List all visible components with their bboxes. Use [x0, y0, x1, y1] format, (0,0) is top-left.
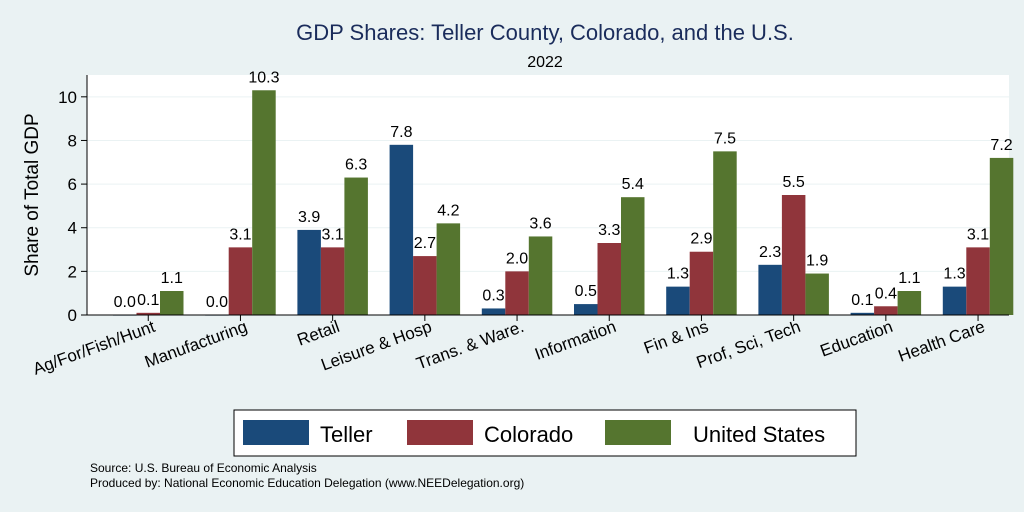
- y-tick-label: 4: [68, 219, 77, 238]
- data-label-colorado: 5.5: [783, 174, 805, 191]
- data-label-teller: 0.0: [206, 294, 228, 311]
- data-label-united-states: 7.2: [990, 137, 1012, 154]
- y-tick-label: 8: [68, 131, 77, 150]
- bars: [113, 90, 1014, 316]
- bar-united-states: [989, 157, 1014, 315]
- data-label-colorado: 2.9: [690, 231, 712, 248]
- bar-colorado: [136, 312, 160, 315]
- data-label-united-states: 3.6: [529, 215, 551, 232]
- data-label-colorado: 3.1: [322, 226, 344, 243]
- bar-teller: [758, 264, 782, 315]
- data-label-united-states: 1.1: [161, 270, 183, 287]
- data-label-colorado: 3.3: [598, 222, 620, 239]
- y-tick-label: 6: [68, 175, 77, 194]
- bar-teller: [942, 286, 967, 315]
- bar-teller: [574, 304, 598, 315]
- data-label-teller: 0.5: [575, 283, 597, 300]
- bar-teller: [389, 144, 414, 315]
- bar-colorado: [413, 256, 437, 315]
- y-tick-label: 2: [68, 262, 77, 281]
- data-labels: 0.0 0.0 3.9 7.8 0.3 0.5 1.3 2.3 0.1 1.3 0.1 3.1 3.1 2…: [114, 69, 1013, 311]
- bar-colorado: [320, 247, 345, 315]
- bar-united-states: [344, 177, 368, 315]
- bar-united-states: [897, 291, 922, 315]
- chart-subtitle: 2022: [527, 54, 563, 71]
- bar-teller: [481, 308, 506, 315]
- source-note: Source: U.S. Bureau of Economic Analysis: [90, 461, 317, 475]
- legend-label-colorado: Colorado: [484, 422, 573, 447]
- bar-teller: [297, 229, 321, 315]
- bar-colorado: [597, 243, 621, 315]
- x-category-label: Ag/For/Fish/Hunt: [30, 317, 157, 379]
- legend-swatch-colorado: [407, 420, 473, 445]
- legend-swatch-united-states: [605, 420, 671, 445]
- produced-by-note: Produced by: National Economic Education…: [90, 476, 524, 490]
- bar-teller: [850, 312, 875, 315]
- chart-title: GDP Shares: Teller County, Colorado, and…: [296, 20, 794, 45]
- legend-box: [233, 409, 857, 457]
- data-label-teller: 0.0: [114, 294, 136, 311]
- data-label-teller: 7.8: [390, 124, 412, 141]
- data-label-united-states: 5.4: [622, 176, 644, 193]
- bar-united-states: [528, 236, 553, 315]
- x-category-label: Health Care: [896, 317, 988, 366]
- data-label-united-states: 10.3: [248, 69, 279, 86]
- x-category-label: Education: [818, 317, 896, 361]
- bar-colorado: [874, 306, 898, 315]
- data-label-united-states: 4.2: [437, 202, 459, 219]
- x-category-label: Prof, Sci, Tech: [694, 317, 803, 372]
- bar-united-states: [252, 90, 276, 315]
- bar-colorado: [689, 251, 714, 315]
- data-label-colorado: 2.0: [506, 250, 528, 267]
- data-label-teller: 1.3: [667, 266, 689, 283]
- data-label-united-states: 7.5: [714, 130, 736, 147]
- data-label-teller: 2.3: [759, 244, 781, 261]
- bar-teller: [666, 286, 690, 315]
- legend-swatch-teller: [243, 420, 309, 445]
- y-tick-label: 10: [58, 88, 77, 107]
- data-label-colorado: 3.1: [967, 226, 989, 243]
- data-label-united-states: 6.3: [345, 157, 367, 174]
- legend-label-teller: Teller: [320, 422, 373, 447]
- bar-united-states: [160, 291, 184, 315]
- data-label-teller: 3.9: [298, 209, 320, 226]
- y-tick-label: 0: [68, 306, 77, 325]
- bar-colorado: [228, 247, 253, 315]
- x-category-label: Information: [532, 317, 618, 364]
- x-category-label: Retail: [295, 317, 342, 350]
- data-label-colorado: 0.1: [137, 292, 159, 309]
- x-category-label: Manufacturing: [142, 317, 250, 372]
- bar-colorado: [781, 195, 806, 315]
- legend-label-united-states: United States: [693, 422, 825, 447]
- data-label-colorado: 3.1: [229, 226, 251, 243]
- data-label-united-states: 1.1: [898, 270, 920, 287]
- bar-united-states: [713, 151, 737, 315]
- data-label-teller: 0.1: [851, 292, 873, 309]
- bar-united-states: [436, 223, 461, 315]
- y-axis-ticks: 0 2 4 6 8 10: [58, 88, 87, 325]
- data-label-united-states: 1.9: [806, 253, 828, 270]
- data-label-colorado: 0.4: [875, 285, 897, 302]
- data-label-teller: 0.3: [482, 287, 504, 304]
- y-axis-label: Share of Total GDP: [22, 113, 43, 276]
- data-label-teller: 1.3: [943, 266, 965, 283]
- bar-colorado: [966, 247, 990, 315]
- bar-united-states: [805, 273, 829, 315]
- legend: Teller Colorado United States: [233, 409, 857, 457]
- bar-colorado: [505, 271, 529, 315]
- data-label-colorado: 2.7: [414, 235, 436, 252]
- bar-united-states: [621, 197, 645, 315]
